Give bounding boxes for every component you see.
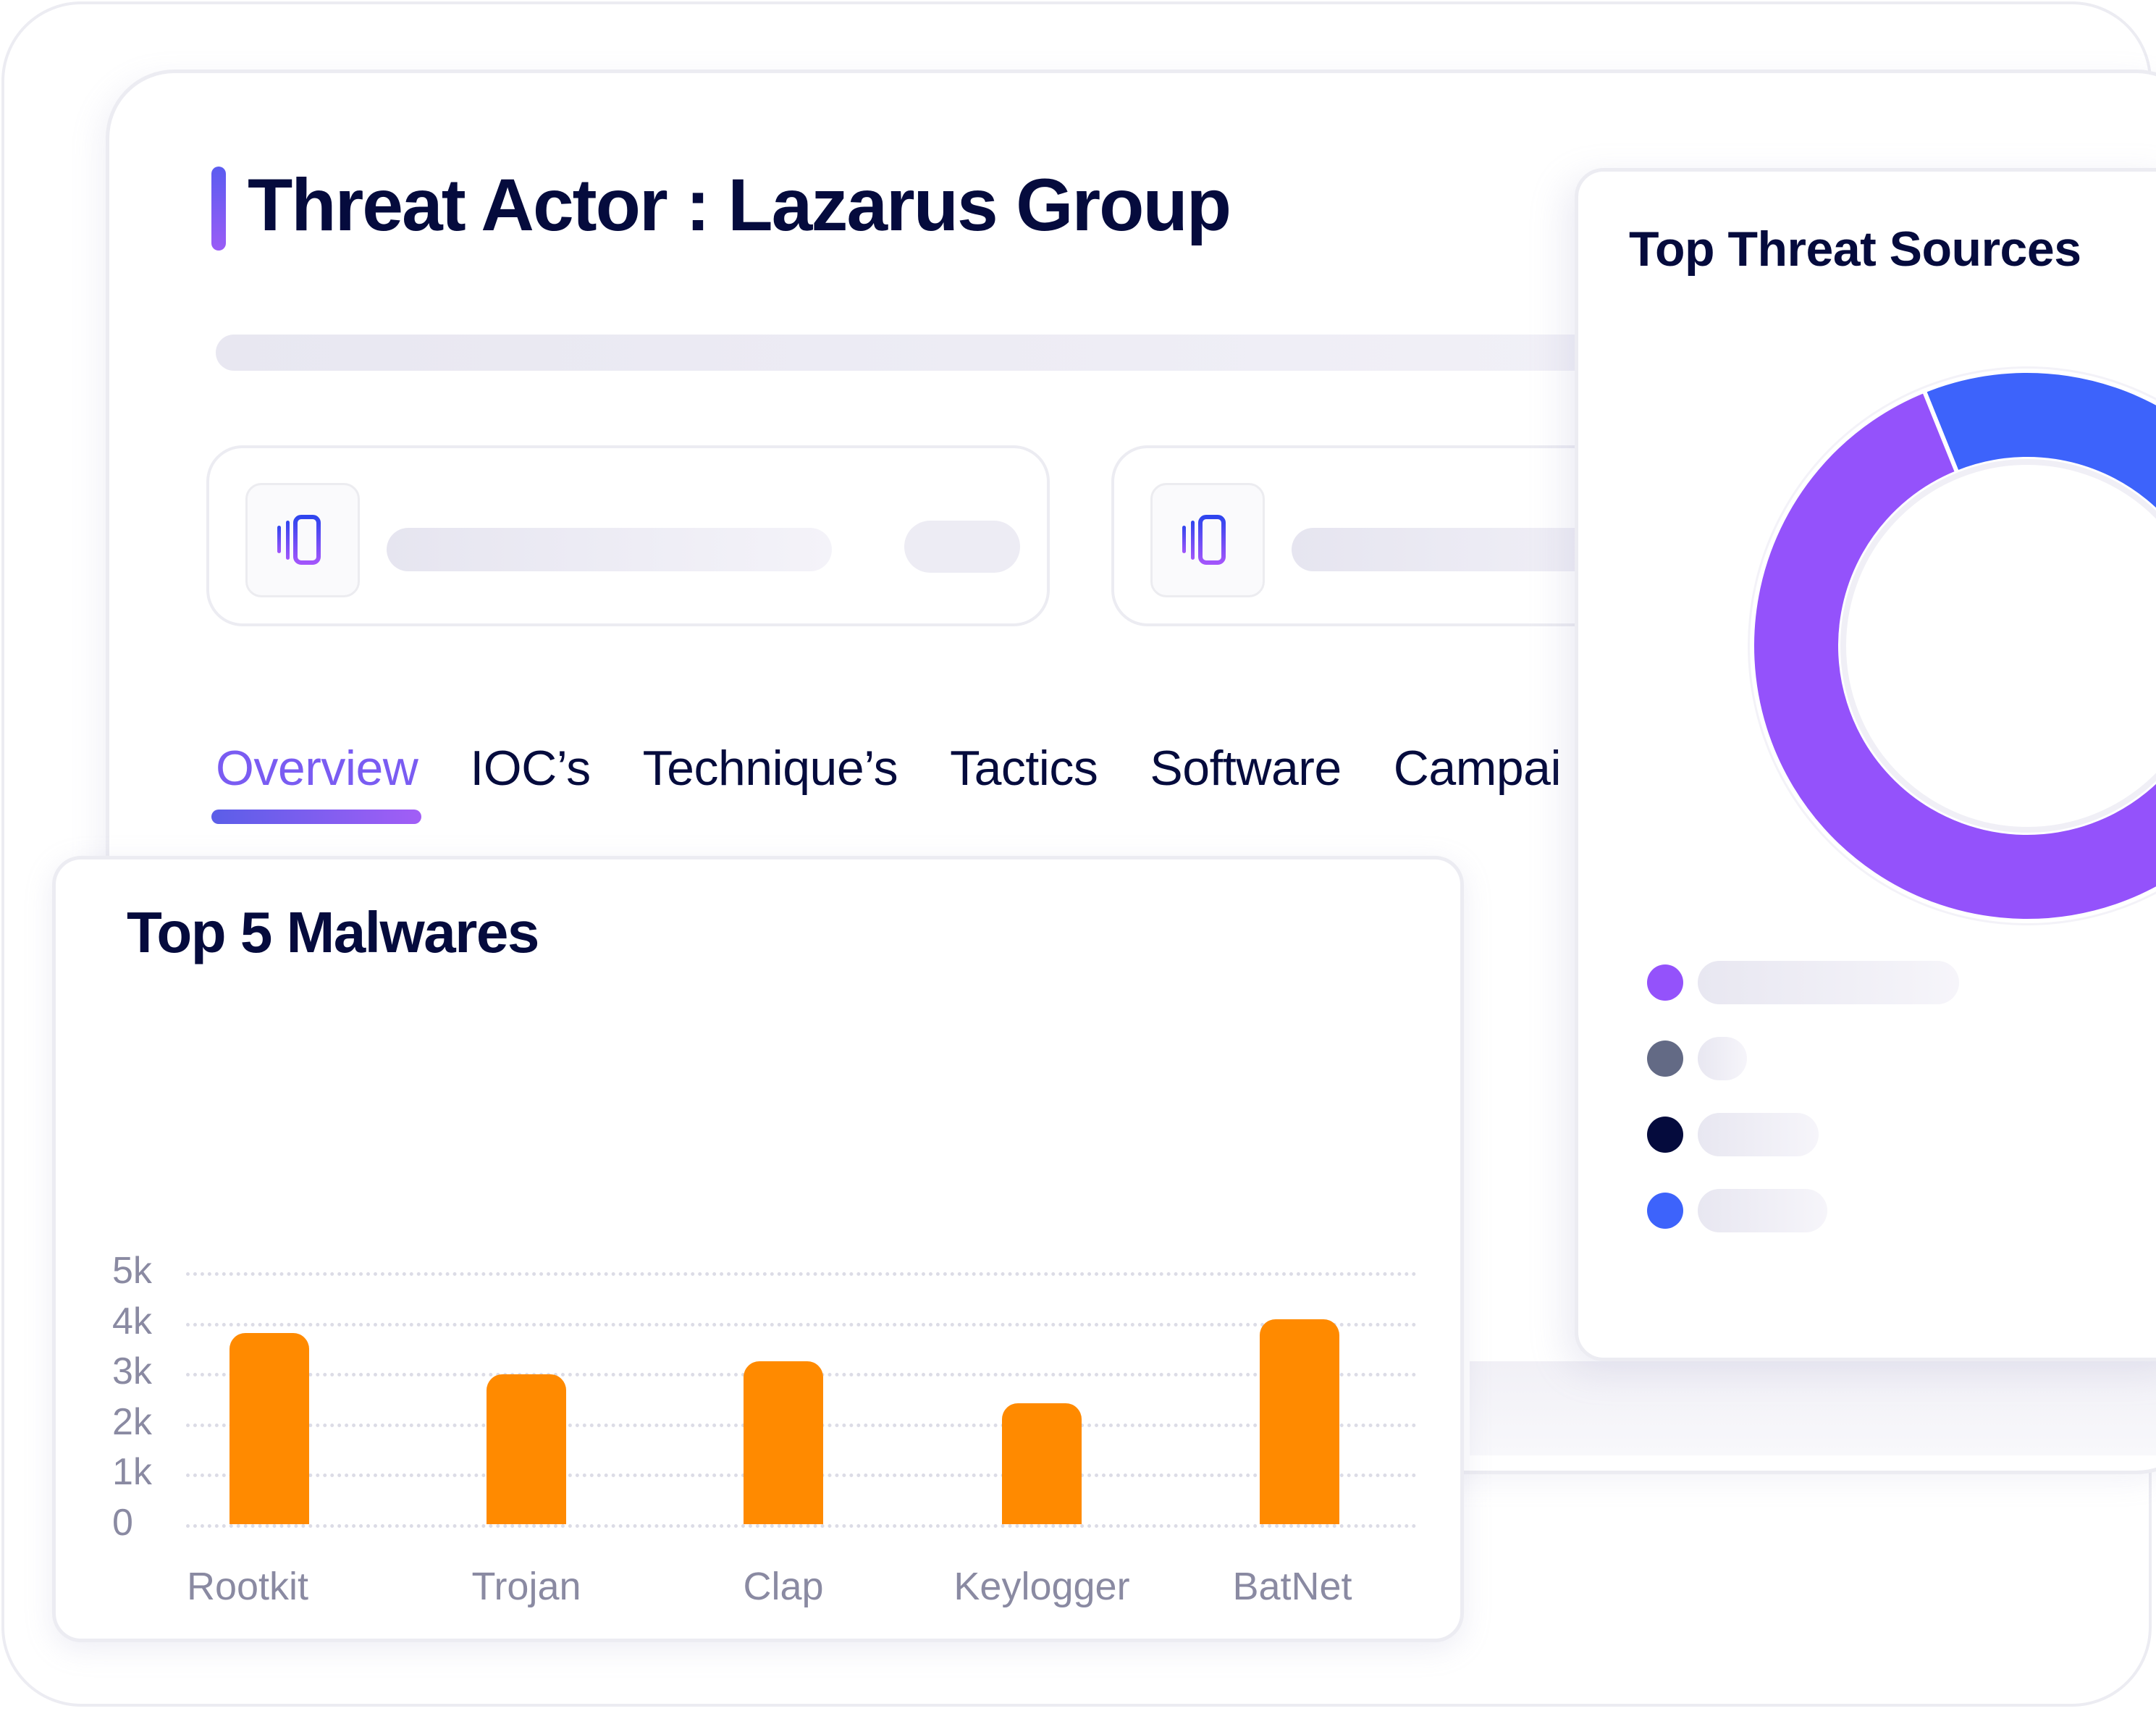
icon-box	[245, 483, 360, 597]
info-card[interactable]	[206, 445, 1050, 626]
page-title: Threat Actor : Lazarus Group	[248, 164, 1231, 246]
tab-label: Tactics	[950, 741, 1098, 796]
tab-software[interactable]: Software	[1150, 740, 1342, 827]
tab-techniques[interactable]: Technique’s	[643, 740, 898, 827]
bar-trojan[interactable]	[487, 1374, 566, 1524]
legend-label-placeholder	[1698, 1037, 1748, 1080]
active-tab-indicator	[211, 810, 421, 824]
label-placeholder	[387, 528, 832, 571]
chart-title: Top 5 Malwares	[127, 900, 539, 964]
donut-chart	[1748, 366, 2156, 925]
legend-label-placeholder	[1698, 961, 1959, 1004]
tab-label: Campai	[1393, 741, 1562, 796]
tab-iocs[interactable]: IOC’s	[470, 740, 591, 827]
vibrate-phone-icon	[277, 515, 321, 565]
bar-rootkit[interactable]	[230, 1332, 309, 1524]
tab-label: IOC’s	[470, 741, 591, 796]
legend-color-dot	[1647, 1193, 1683, 1229]
tab-campaigns[interactable]: Campai	[1393, 740, 1562, 827]
legend-item[interactable]	[1647, 961, 1959, 1004]
value-placeholder	[904, 521, 1020, 573]
background-band	[1470, 1361, 2156, 1455]
tab-label: Technique’s	[642, 741, 898, 796]
y-axis-tick-label: 2k	[112, 1400, 152, 1443]
tab-overview[interactable]: Overview	[211, 740, 421, 827]
grid-line	[186, 1272, 1417, 1276]
top-threat-sources-panel: Top Threat Sources	[1575, 168, 2156, 1361]
bar-chart: 0 1k 2k 3k 4k 5k Rootkit Trojan Clap Keylogger Bat…	[56, 859, 1460, 1639]
top-malwares-panel: Top 5 Malwares 0 1k 2k 3k 4k 5k Rootkit Trojan C…	[52, 856, 1464, 1642]
legend-item[interactable]	[1647, 1113, 1819, 1156]
y-axis-tick-label: 1k	[112, 1451, 152, 1494]
legend-color-dot	[1647, 1041, 1683, 1077]
title-accent-bar	[211, 167, 226, 251]
y-axis-tick-label: 5k	[112, 1250, 152, 1292]
tab-label: Software	[1150, 741, 1342, 796]
x-axis-label: Clap	[743, 1565, 824, 1608]
x-axis-label: BatNet	[1232, 1565, 1352, 1608]
grid-line	[186, 1322, 1417, 1327]
grid-line	[186, 1524, 1417, 1528]
donut-segment[interactable]	[1750, 387, 2156, 923]
tab-label: Overview	[216, 741, 418, 796]
bar-keylogger[interactable]	[1002, 1403, 1082, 1524]
legend-color-dot	[1647, 1117, 1683, 1153]
tab-tactics[interactable]: Tactics	[950, 740, 1098, 827]
y-axis-tick-label: 3k	[112, 1350, 152, 1393]
icon-box	[1150, 483, 1265, 597]
x-axis-label: Rootkit	[186, 1565, 309, 1608]
y-axis-tick-label: 0	[112, 1502, 133, 1544]
legend-label-placeholder	[1698, 1189, 1827, 1232]
bar-clap[interactable]	[744, 1361, 823, 1524]
legend-color-dot	[1647, 964, 1683, 1001]
legend-item[interactable]	[1647, 1189, 1827, 1232]
y-axis-tick-label: 4k	[112, 1300, 152, 1342]
bar-batnet[interactable]	[1260, 1319, 1339, 1524]
tab-bar: Overview IOC’s Technique’s Tactics Softw…	[203, 724, 1578, 854]
panel-title: Top Threat Sources	[1629, 222, 2081, 277]
vibrate-phone-icon	[1182, 515, 1226, 565]
legend-item[interactable]	[1647, 1037, 1748, 1080]
x-axis-label: Trojan	[471, 1565, 581, 1608]
x-axis-label: Keylogger	[953, 1565, 1130, 1608]
legend-label-placeholder	[1698, 1113, 1819, 1156]
description-placeholder	[216, 335, 1591, 371]
